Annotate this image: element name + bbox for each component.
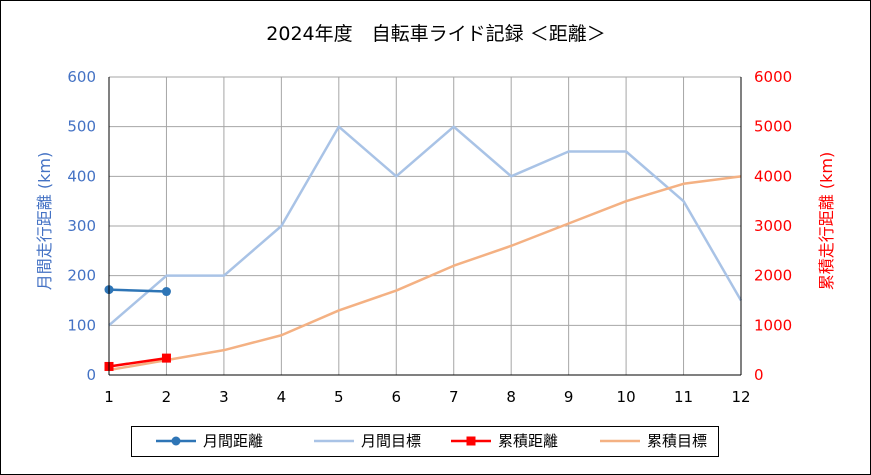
series-line-2 bbox=[108, 125, 743, 327]
data-point bbox=[161, 353, 171, 363]
axes: 0100200300400500600010002000300040005000… bbox=[67, 68, 792, 406]
x-tick-label: 2 bbox=[162, 388, 172, 406]
series-line-3 bbox=[108, 356, 167, 368]
y2-tick-label: 4000 bbox=[754, 167, 792, 185]
x-tick-label: 9 bbox=[564, 388, 574, 406]
y-axis-title: 月間走行距離 (km) bbox=[35, 152, 54, 290]
x-tick-label: 1 bbox=[104, 388, 114, 406]
legend: 月間距離 月間目標 累積距離 累積目標 bbox=[131, 426, 719, 457]
y2-tick-label: 5000 bbox=[754, 118, 792, 136]
y-tick-label: 600 bbox=[67, 68, 96, 86]
y2-tick-label: 3000 bbox=[754, 217, 792, 235]
series-line-1 bbox=[108, 288, 167, 293]
series-layer bbox=[104, 125, 743, 372]
x-tick-label: 4 bbox=[277, 388, 287, 406]
x-tick-label: 11 bbox=[674, 388, 693, 406]
y-tick-label: 0 bbox=[86, 366, 96, 384]
y2-tick-label: 6000 bbox=[754, 68, 792, 86]
legend-marker bbox=[171, 436, 181, 446]
legend-label-1: 月間距離 bbox=[203, 432, 263, 450]
x-tick-label: 12 bbox=[731, 388, 750, 406]
x-tick-label: 5 bbox=[334, 388, 344, 406]
legend-label-2: 月間目標 bbox=[361, 432, 421, 450]
x-tick-label: 7 bbox=[449, 388, 459, 406]
legend-label-4: 累積目標 bbox=[647, 432, 707, 450]
x-tick-label: 6 bbox=[391, 388, 401, 406]
y2-tick-label: 1000 bbox=[754, 316, 792, 334]
legend-marker bbox=[466, 436, 476, 446]
series-line-4 bbox=[108, 175, 742, 372]
y2-tick-label: 2000 bbox=[754, 267, 792, 285]
x-tick-label: 3 bbox=[219, 388, 229, 406]
y-tick-label: 300 bbox=[67, 217, 96, 235]
y2-tick-label: 0 bbox=[754, 366, 764, 384]
x-tick-label: 8 bbox=[506, 388, 516, 406]
x-tick-label: 10 bbox=[617, 388, 636, 406]
data-point bbox=[161, 287, 171, 297]
legend-label-3: 累積距離 bbox=[498, 432, 558, 450]
chart-title: 2024年度 自転車ライド記録 ＜距離＞ bbox=[266, 23, 605, 45]
y-tick-label: 200 bbox=[67, 267, 96, 285]
y-tick-label: 100 bbox=[67, 316, 96, 334]
y2-axis-title: 累積走行距離 (km) bbox=[817, 152, 836, 290]
y-tick-label: 400 bbox=[67, 167, 96, 185]
y-tick-label: 500 bbox=[67, 118, 96, 136]
